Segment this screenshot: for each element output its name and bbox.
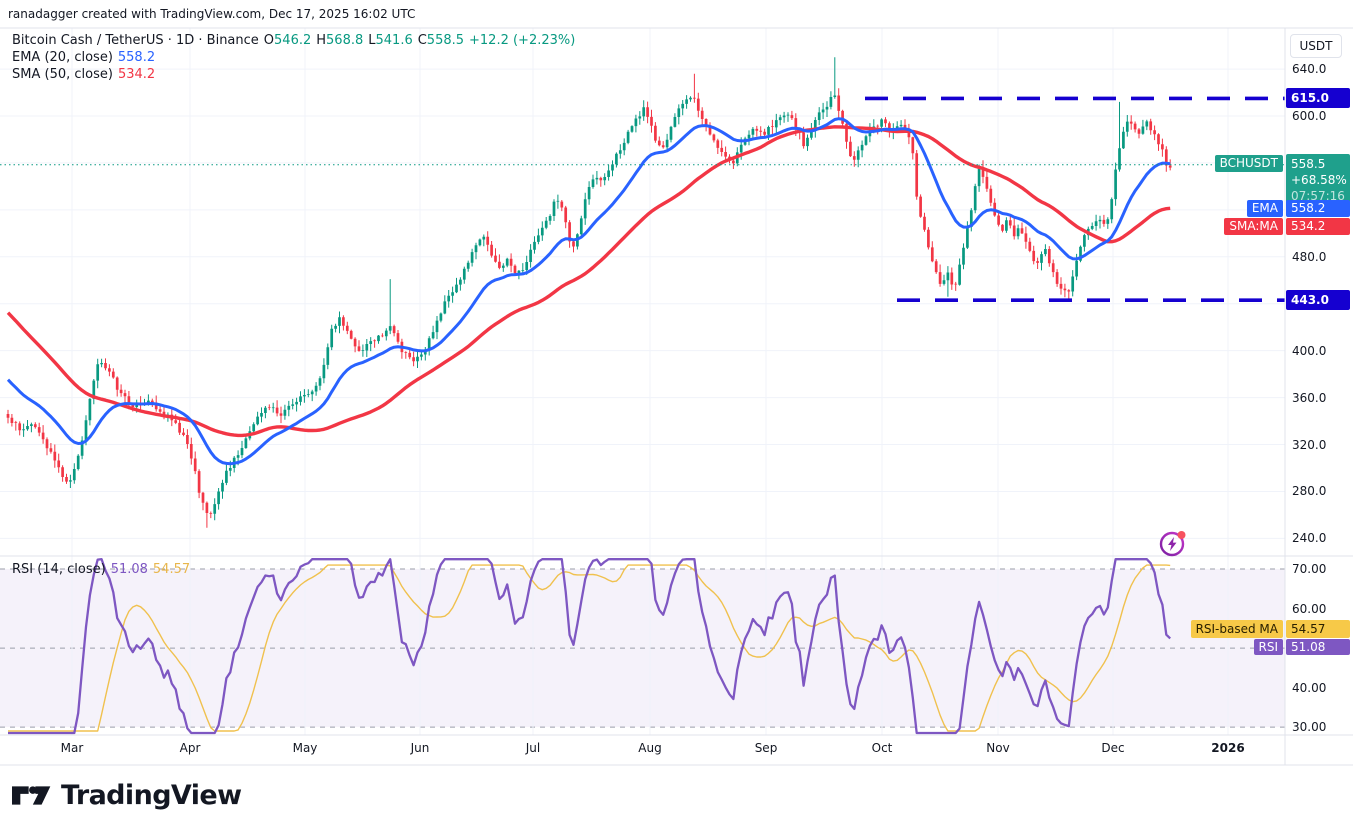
time-tick-label: 2026: [1211, 741, 1245, 755]
time-tick-label: Dec: [1101, 741, 1125, 755]
time-tick-label: Sep: [754, 741, 778, 755]
ema-legend-value: 558.2: [117, 50, 156, 65]
rsi-tick-label: 40.00: [1292, 681, 1327, 695]
lower-level-price-badge[interactable]: 443.0: [1286, 290, 1350, 310]
sma-legend-value: 534.2: [117, 67, 156, 82]
rsi-label-badge[interactable]: RSI: [1253, 639, 1283, 655]
tradingview-logo-mark: [12, 786, 51, 805]
bar-countdown: 07:57:16: [1291, 189, 1345, 203]
ohlc-low: L541.6: [368, 33, 413, 48]
ema-legend-row[interactable]: EMA (20, close) 558.2: [12, 50, 155, 65]
rsi-ma-legend-value: 54.57: [152, 562, 191, 577]
sma-legend-label: SMA (50, close): [12, 67, 113, 82]
time-tick-label: Oct: [871, 741, 893, 755]
time-tick-label: Apr: [179, 741, 201, 755]
price-tick-label: 480.0: [1292, 250, 1327, 264]
rsi-legend-label: RSI (14, close): [12, 562, 106, 577]
price-tick-label: 400.0: [1292, 344, 1327, 358]
tradingview-logo[interactable]: TradingView: [12, 780, 242, 811]
tradingview-logo-text: TradingView: [61, 780, 242, 811]
time-tick-label: Jul: [525, 741, 541, 755]
ema-value-badge[interactable]: 558.2: [1286, 200, 1350, 217]
time-tick-label: Nov: [986, 741, 1010, 755]
time-tick-label: Mar: [60, 741, 84, 755]
price-tick-label: 280.0: [1292, 484, 1327, 498]
ohlc-open: O546.2: [263, 33, 312, 48]
symbol-name-badge[interactable]: BCHUSDT: [1214, 155, 1283, 172]
rsi-value-badge[interactable]: 51.08: [1286, 639, 1350, 655]
rsi-ma-label-badge[interactable]: RSI-based MA: [1190, 620, 1283, 638]
attribution-text: ranadagger created with TradingView.com,…: [8, 7, 416, 21]
ohlc-high: H568.8: [316, 33, 364, 48]
ohlc-change: +12.2 (+2.23%): [469, 33, 576, 48]
symbol-price-badge[interactable]: 558.5 +68.58% 07:57:16: [1286, 154, 1350, 206]
symbol-title: Bitcoin Cash / TetherUS · 1D · Binance: [12, 33, 259, 48]
symbol-change-pct: +68.58%: [1291, 173, 1347, 187]
flash-ideas-icon[interactable]: [1158, 528, 1188, 558]
currency-axis-button[interactable]: USDT: [1290, 34, 1342, 58]
rsi-ma-value-badge[interactable]: 54.57: [1286, 620, 1350, 638]
upper-level-price-badge[interactable]: 615.0: [1286, 88, 1350, 108]
price-tick-label: 640.0: [1292, 62, 1327, 76]
price-tick-label: 600.0: [1292, 109, 1327, 123]
symbol-last-price: 558.5: [1291, 157, 1326, 171]
time-tick-label: Jun: [410, 741, 430, 755]
symbol-legend-row[interactable]: Bitcoin Cash / TetherUS · 1D · Binance O…: [12, 33, 575, 48]
ema-label-badge[interactable]: EMA: [1246, 200, 1283, 217]
rsi-tick-label: 60.00: [1292, 602, 1327, 616]
rsi-tick-label: 30.00: [1292, 720, 1327, 734]
sma-value-badge[interactable]: 534.2: [1286, 218, 1350, 235]
price-tick-label: 360.0: [1292, 391, 1327, 405]
rsi-tick-label: 70.00: [1292, 562, 1327, 576]
ohlc-close: C558.5: [417, 33, 465, 48]
sma-legend-row[interactable]: SMA (50, close) 534.2: [12, 67, 155, 82]
price-tick-label: 320.0: [1292, 438, 1327, 452]
sma-label-badge[interactable]: SMA:MA: [1224, 218, 1283, 235]
rsi-legend-value: 51.08: [110, 562, 148, 577]
time-tick-label: May: [292, 741, 318, 755]
price-tick-label: 240.0: [1292, 531, 1327, 545]
rsi-legend-row[interactable]: RSI (14, close) 51.08 54.57: [12, 562, 190, 577]
time-tick-label: Aug: [638, 741, 662, 755]
ema-legend-label: EMA (20, close): [12, 50, 113, 65]
